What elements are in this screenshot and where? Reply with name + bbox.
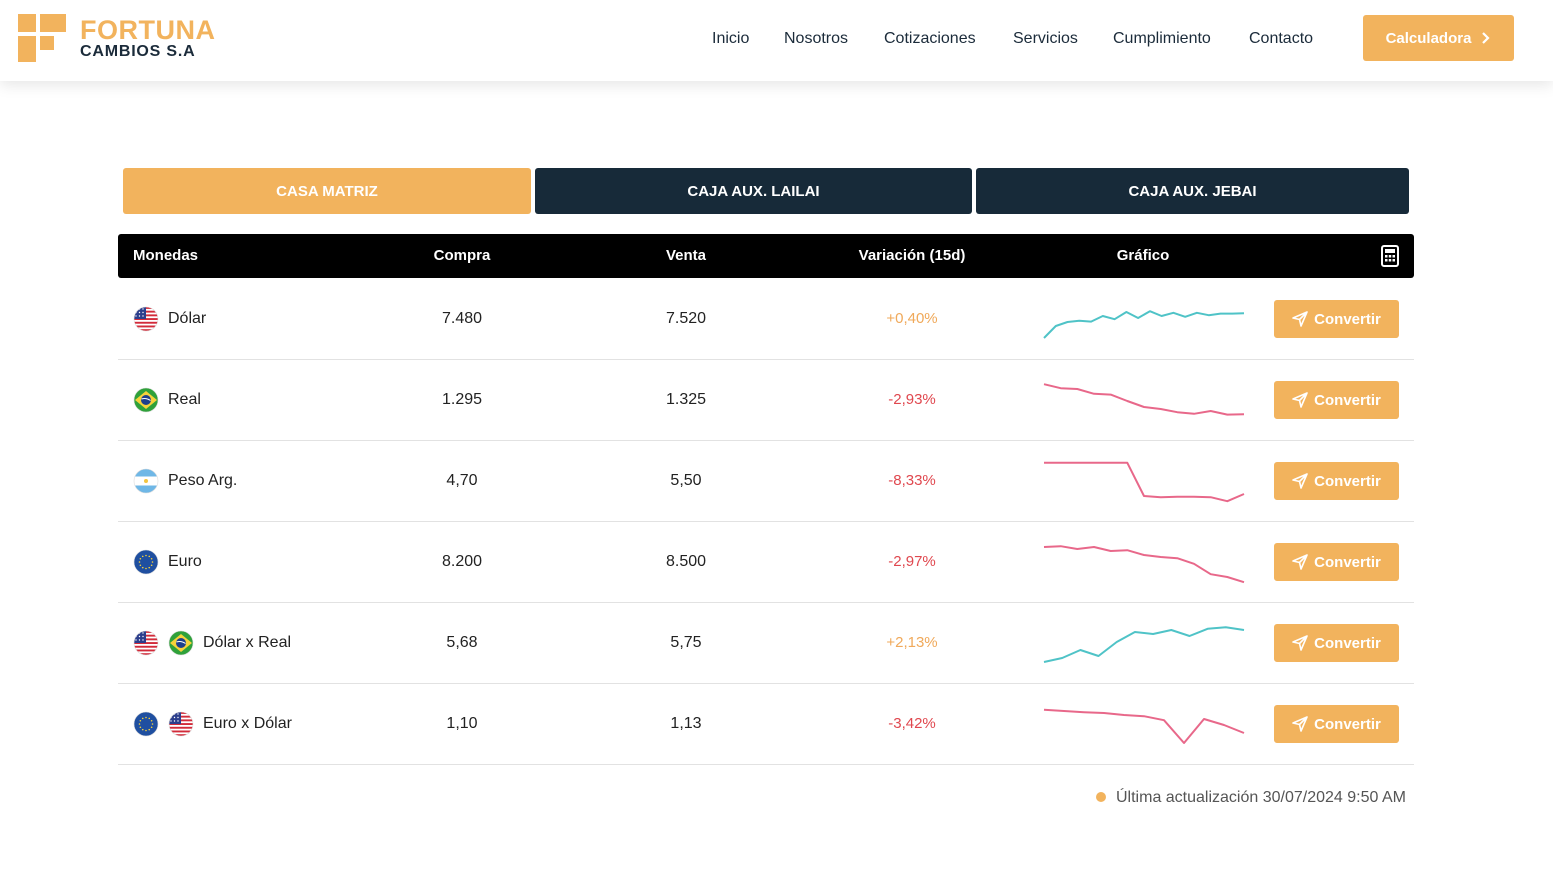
currency-name: Dólar bbox=[168, 310, 207, 327]
currency-name: Euro bbox=[168, 553, 202, 570]
send-icon bbox=[1292, 311, 1308, 327]
sell-value: 1,13 bbox=[670, 715, 702, 732]
sparkline-path bbox=[1044, 461, 1245, 503]
send-icon bbox=[1292, 392, 1308, 408]
us-flag-icon bbox=[133, 306, 159, 332]
status-dot-icon bbox=[1096, 792, 1106, 802]
eu-flag-icon bbox=[133, 549, 159, 575]
ar-flag-icon bbox=[133, 468, 159, 494]
last-update: Última actualización 30/07/2024 9:50 AM bbox=[1096, 788, 1406, 808]
sell-value: 7.520 bbox=[665, 310, 707, 327]
nav-item-nosotros[interactable]: Nosotros bbox=[784, 30, 849, 47]
table-row: Euro x Dólar 1,10 1,13 -3,42% Convertir bbox=[118, 684, 1414, 765]
brand-subtitle: CAMBIOS S.A bbox=[80, 43, 196, 60]
buy-value: 8.200 bbox=[441, 553, 483, 570]
sparkline-path bbox=[1043, 626, 1245, 663]
tab-casa-matriz[interactable]: CASA MATRIZ bbox=[123, 168, 531, 214]
sparkline-chart bbox=[1044, 461, 1245, 503]
variation-value: +0,40% bbox=[886, 310, 938, 327]
sparkline-path bbox=[1043, 708, 1245, 744]
table-header: Monedas Compra Venta Variación (15d) Grá… bbox=[118, 234, 1414, 278]
convert-button-label: Convertir bbox=[1314, 634, 1381, 652]
nav-item-cotizaciones[interactable]: Cotizaciones bbox=[884, 30, 976, 47]
header-sell: Venta bbox=[665, 247, 707, 264]
buy-value: 1.295 bbox=[441, 391, 483, 408]
header-currency: Monedas bbox=[133, 247, 199, 264]
us-flag-icon bbox=[168, 711, 194, 737]
sparkline-path bbox=[1043, 310, 1245, 339]
variation-value: -3,42% bbox=[888, 715, 936, 732]
header-chart: Gráfico bbox=[1116, 247, 1170, 264]
convert-button-label: Convertir bbox=[1314, 472, 1381, 490]
variation-value: -2,93% bbox=[888, 391, 936, 408]
sparkline-chart bbox=[1043, 383, 1245, 416]
br-flag-icon bbox=[133, 387, 159, 413]
variation-value: -8,33% bbox=[888, 472, 936, 489]
convert-button[interactable]: Convertir bbox=[1274, 381, 1399, 419]
nav-item-cumplimiento[interactable]: Cumplimiento bbox=[1113, 30, 1211, 47]
sparkline-chart bbox=[1043, 626, 1245, 663]
convert-button-label: Convertir bbox=[1314, 391, 1381, 409]
brand-name: FORTUNA bbox=[80, 15, 216, 45]
buy-value: 7.480 bbox=[441, 310, 483, 327]
nav-item-contacto[interactable]: Contacto bbox=[1249, 30, 1314, 47]
currency-name: Dólar x Real bbox=[203, 634, 292, 651]
buy-value: 4,70 bbox=[446, 472, 478, 489]
sell-value: 5,75 bbox=[670, 634, 702, 651]
logo[interactable]: FORTUNA CAMBIOS S.A bbox=[18, 14, 238, 64]
us-flag-icon bbox=[133, 630, 159, 656]
convert-button-label: Convertir bbox=[1314, 310, 1381, 328]
table-row: Dólar 7.480 7.520 +0,40% Convertir bbox=[118, 279, 1414, 360]
buy-value: 1,10 bbox=[446, 715, 478, 732]
convert-button-label: Convertir bbox=[1314, 553, 1381, 571]
currency-name: Real bbox=[168, 391, 201, 408]
tab-caja-aux-lailai[interactable]: CAJA AUX. LAILAI bbox=[535, 168, 972, 214]
tab-caja-aux-jebai[interactable]: CAJA AUX. JEBAI bbox=[976, 168, 1409, 214]
send-icon bbox=[1292, 554, 1308, 570]
convert-button[interactable]: Convertir bbox=[1274, 462, 1399, 500]
buy-value: 5,68 bbox=[446, 634, 478, 651]
eu-flag-icon bbox=[133, 711, 159, 737]
send-icon bbox=[1292, 473, 1308, 489]
header-variation: Variación (15d) bbox=[858, 247, 966, 264]
send-icon bbox=[1292, 716, 1308, 732]
sell-value: 1.325 bbox=[665, 391, 707, 408]
main-nav: Inicio Nosotros Cotizaciones Servicios C… bbox=[0, 28, 1553, 50]
site-header: FORTUNA CAMBIOS S.A Inicio Nosotros Coti… bbox=[0, 0, 1553, 81]
variation-value: +2,13% bbox=[886, 634, 938, 651]
table-row: Real 1.295 1.325 -2,93% Convertir bbox=[118, 360, 1414, 441]
sparkline-path bbox=[1043, 545, 1245, 584]
chevron-right-icon bbox=[1482, 32, 1490, 44]
table-row: Peso Arg. 4,70 5,50 -8,33% Convertir bbox=[118, 441, 1414, 522]
convert-button[interactable]: Convertir bbox=[1274, 300, 1399, 338]
convert-button[interactable]: Convertir bbox=[1274, 624, 1399, 662]
sparkline-chart bbox=[1043, 310, 1245, 339]
nav-item-servicios[interactable]: Servicios bbox=[1013, 30, 1078, 47]
sparkline-chart bbox=[1043, 545, 1245, 584]
nav-item-inicio[interactable]: Inicio bbox=[712, 30, 750, 47]
calculator-icon[interactable] bbox=[1381, 245, 1399, 267]
convert-button[interactable]: Convertir bbox=[1274, 705, 1399, 743]
sell-value: 8.500 bbox=[665, 553, 707, 570]
header-buy: Compra bbox=[433, 247, 491, 264]
sell-value: 5,50 bbox=[670, 472, 702, 489]
table-row: Dólar x Real 5,68 5,75 +2,13% Convertir bbox=[118, 603, 1414, 684]
send-icon bbox=[1292, 635, 1308, 651]
last-update-text: Última actualización 30/07/2024 9:50 AM bbox=[1116, 789, 1406, 806]
br-flag-icon bbox=[168, 630, 194, 656]
calculator-button-label: Calculadora bbox=[1385, 29, 1472, 47]
currency-name: Peso Arg. bbox=[168, 472, 238, 489]
calculator-button[interactable]: Calculadora bbox=[1363, 15, 1514, 61]
logo-mark-icon bbox=[18, 14, 66, 62]
sparkline-path bbox=[1043, 383, 1245, 416]
convert-button-label: Convertir bbox=[1314, 715, 1381, 733]
variation-value: -2,97% bbox=[888, 553, 936, 570]
table-row: Euro 8.200 8.500 -2,97% Convertir bbox=[118, 522, 1414, 603]
currency-name: Euro x Dólar bbox=[203, 715, 292, 732]
sparkline-chart bbox=[1043, 708, 1245, 744]
convert-button[interactable]: Convertir bbox=[1274, 543, 1399, 581]
